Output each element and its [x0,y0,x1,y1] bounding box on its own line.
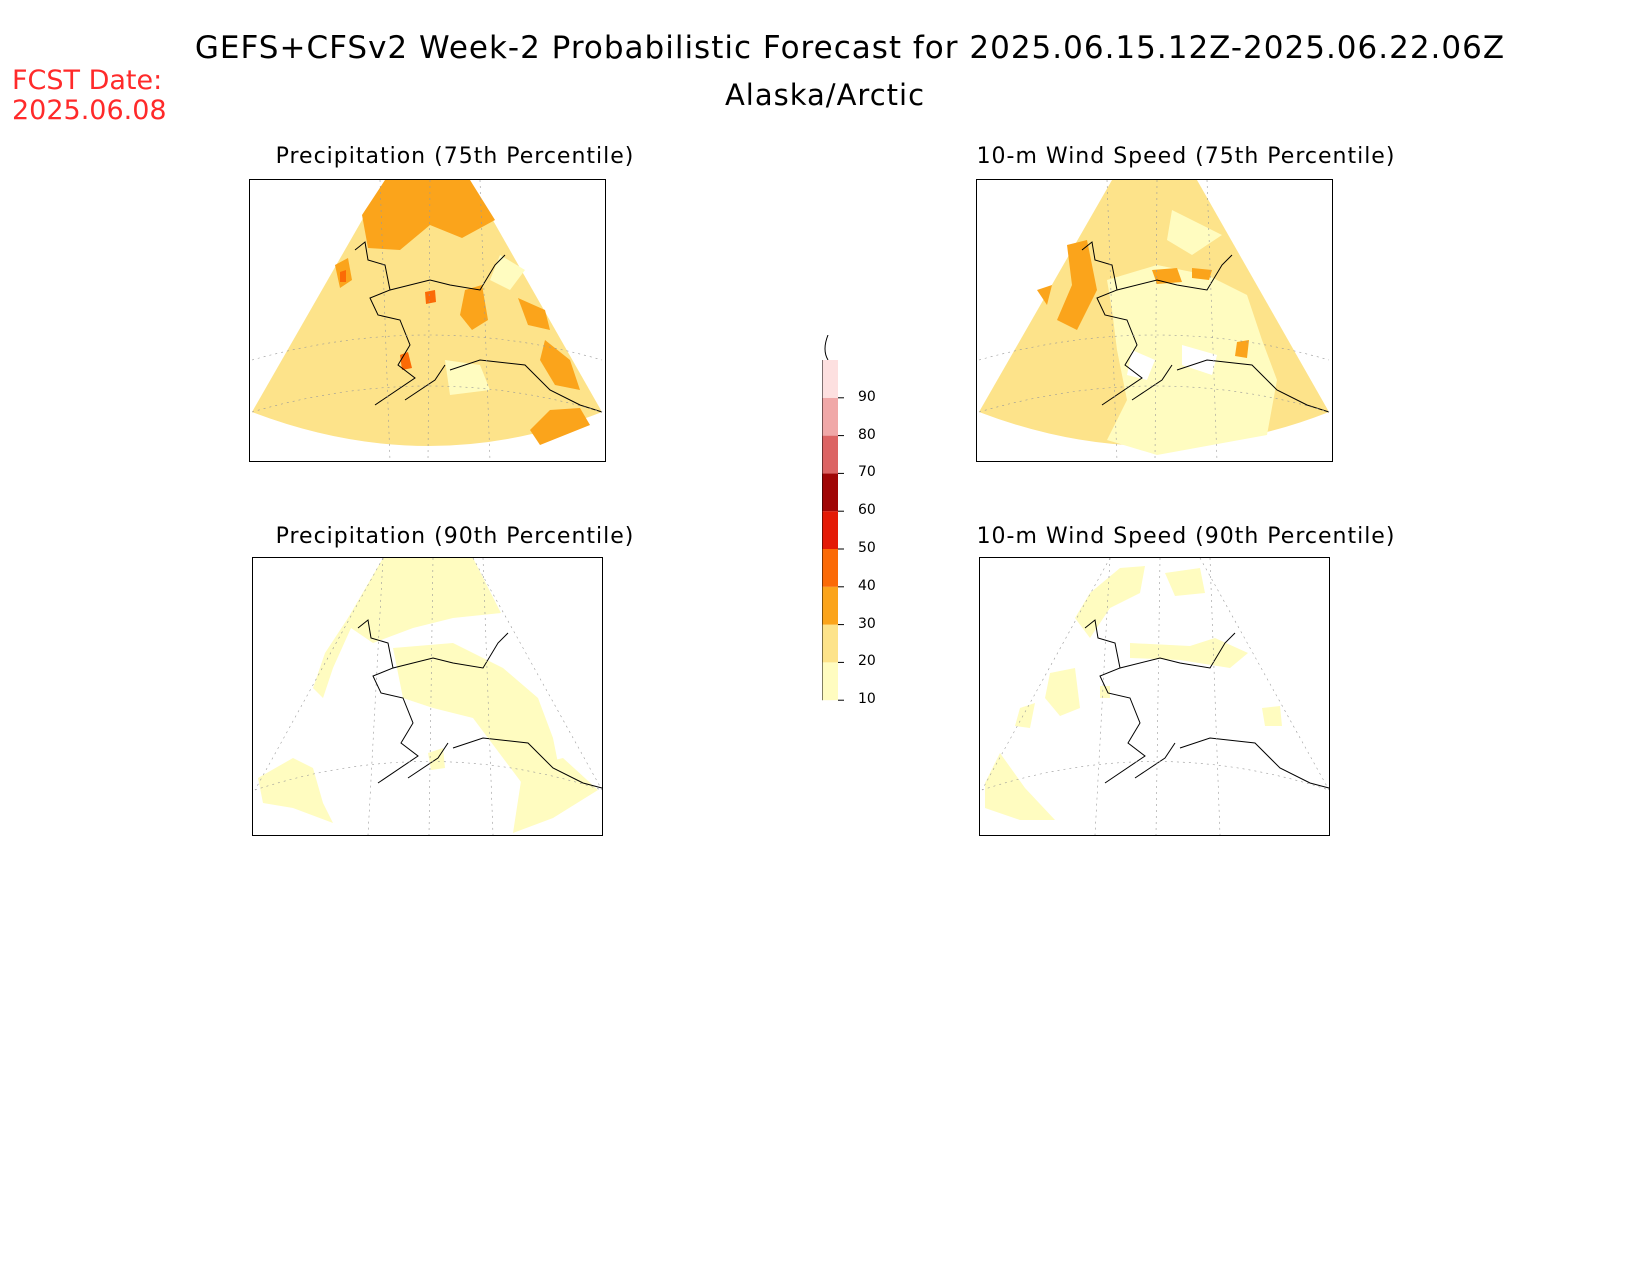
forecast-date-block: FCST Date: 2025.06.08 [12,66,167,126]
graticule [1094,558,1221,835]
contour-10 [1075,566,1145,638]
legend-top-arrow [824,334,829,361]
contour-10 [1167,210,1222,255]
contour-10 [1130,638,1248,668]
legend-swatch [822,662,838,701]
graticule [367,558,494,835]
map-wind90 [979,557,1330,836]
legend-label: 50 [858,540,876,556]
contour-30 [1057,240,1097,330]
contour-10 [1015,703,1035,728]
contour-10 [445,360,490,395]
legend-swatch [822,586,838,625]
contour-10 [1045,668,1080,716]
coastline [1081,241,1143,406]
contour-40 [425,290,436,304]
contour-30 [530,408,590,445]
graticule [981,558,1329,791]
map-precip90 [252,557,603,836]
legend-swatch [822,473,838,512]
map-precip75 [249,179,606,462]
legend-swatch [822,549,838,587]
legend-label: 30 [858,615,876,632]
coastline [404,364,446,401]
coastline [1134,742,1176,779]
legend-label: 60 [858,502,876,519]
contour-30 [1037,285,1052,305]
legend-swatch [822,435,838,474]
fcst-date-label: FCST Date: [12,65,163,96]
contour-30 [518,298,550,330]
legend-label: 70 [858,464,876,481]
coastline [1116,254,1233,291]
region-subtitle: Alaska/Arctic [724,78,926,112]
contour-10 [1165,568,1205,596]
graticule [254,558,602,791]
graticule [1106,180,1218,461]
legend-swatch [822,511,838,549]
legend-label: 40 [858,577,876,594]
color-legend: 10 20 30 40 50 60 70 80 90 [821,334,902,745]
legend-swatch [822,624,838,663]
contour-10 [393,643,563,798]
contour-30 [460,285,488,330]
coastline [1176,359,1330,413]
coastline [449,359,603,413]
legend-label: 10 [858,691,876,708]
contour-30 [1192,268,1212,280]
graticule [251,334,603,413]
contour-10 [985,753,1055,820]
panel-title-wind75: 10-m Wind Speed (75th Percentile) [976,144,1396,169]
legend-swatch [822,397,838,436]
contour-30 [362,180,495,250]
coastline [1084,619,1146,784]
graticule [978,334,1330,413]
contour-10 [1262,706,1282,726]
panel-title-wind90: 10-m Wind Speed (90th Percentile) [976,524,1396,549]
coastline [452,737,602,789]
panel-title-precip75: Precipitation (75th Percentile) [275,144,635,169]
sector-fill [252,180,602,446]
legend-label: 80 [858,426,876,443]
contour-10 [513,758,598,833]
coastline [354,241,416,406]
contour-30 [1152,268,1182,284]
contour-40 [340,270,346,282]
legend-bar [821,334,844,701]
coastline [1131,364,1173,401]
legend-label: 20 [858,653,876,670]
contour-10 [490,255,525,290]
coastline [407,742,449,779]
panel-title-precip90: Precipitation (90th Percentile) [275,524,635,549]
coastline [392,632,509,669]
contour-10 [1100,686,1110,698]
contour-10 [313,558,501,698]
coastline [357,619,419,784]
graticule [379,180,491,461]
main-title: GEFS+CFSv2 Week-2 Probabilistic Forecast… [194,30,1506,66]
coastline [389,254,506,291]
contour-10 [1182,345,1217,375]
fcst-date-value: 2025.06.08 [12,95,167,126]
coastline [1179,737,1329,789]
coastline [1119,632,1236,669]
contour-30 [1235,340,1249,358]
legend-swatch [822,360,838,398]
map-wind75 [976,179,1333,462]
contour-10 [258,758,333,823]
contour-30 [540,340,580,390]
legend-label: 90 [858,388,876,405]
